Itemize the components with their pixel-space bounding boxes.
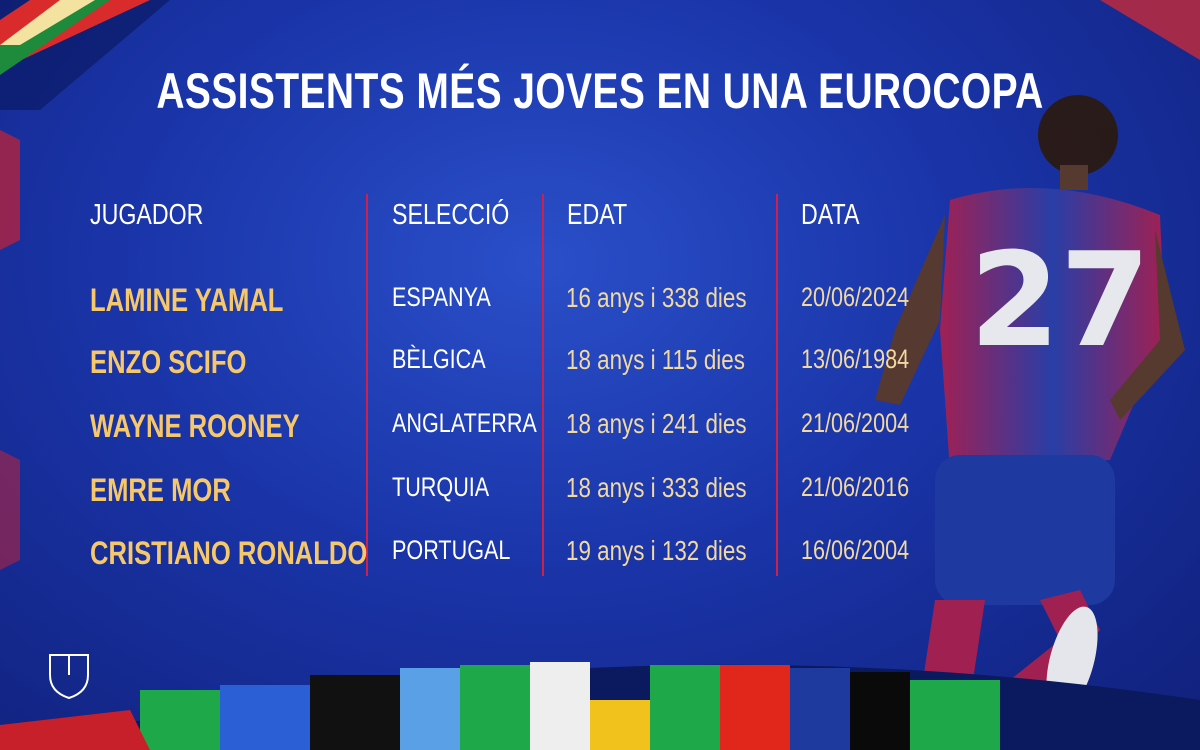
bottom-decor bbox=[0, 662, 1200, 750]
date: 13/06/1984 bbox=[801, 344, 910, 374]
player-name: CRISTIANO RONALDO bbox=[90, 535, 368, 571]
age: 16 anys i 338 dies bbox=[566, 282, 747, 313]
column-header: EDAT bbox=[567, 199, 628, 231]
title: ASSISTENTS MÉS JOVES EN UNA EUROCOPA bbox=[156, 63, 1044, 119]
column-divider bbox=[542, 194, 544, 576]
country: ESPANYA bbox=[392, 282, 491, 312]
player-name: EMRE MOR bbox=[90, 472, 231, 508]
date: 21/06/2016 bbox=[801, 472, 910, 502]
player-figure: 27 bbox=[875, 95, 1185, 714]
column-header: SELECCIÓ bbox=[392, 199, 510, 231]
player-name: ENZO SCIFO bbox=[90, 344, 247, 380]
country: BÈLGICA bbox=[392, 344, 486, 374]
column-header: DATA bbox=[801, 199, 860, 231]
age: 18 anys i 115 dies bbox=[566, 344, 745, 375]
column-header: JUGADOR bbox=[90, 199, 204, 231]
age: 18 anys i 241 dies bbox=[566, 408, 747, 439]
column-divider bbox=[776, 194, 778, 576]
country: PORTUGAL bbox=[392, 535, 511, 565]
age: 19 anys i 132 dies bbox=[566, 535, 747, 566]
date: 16/06/2004 bbox=[801, 535, 910, 565]
date: 21/06/2004 bbox=[801, 408, 910, 438]
country: ANGLATERRA bbox=[392, 408, 537, 438]
club-crest bbox=[49, 654, 89, 700]
date: 20/06/2024 bbox=[801, 282, 910, 312]
player-name: WAYNE ROONEY bbox=[90, 408, 300, 444]
country: TURQUIA bbox=[392, 472, 490, 502]
age: 18 anys i 333 dies bbox=[566, 472, 747, 503]
svg-text:27: 27 bbox=[970, 224, 1151, 376]
column-divider bbox=[366, 194, 368, 576]
player-name: LAMINE YAMAL bbox=[90, 282, 284, 318]
